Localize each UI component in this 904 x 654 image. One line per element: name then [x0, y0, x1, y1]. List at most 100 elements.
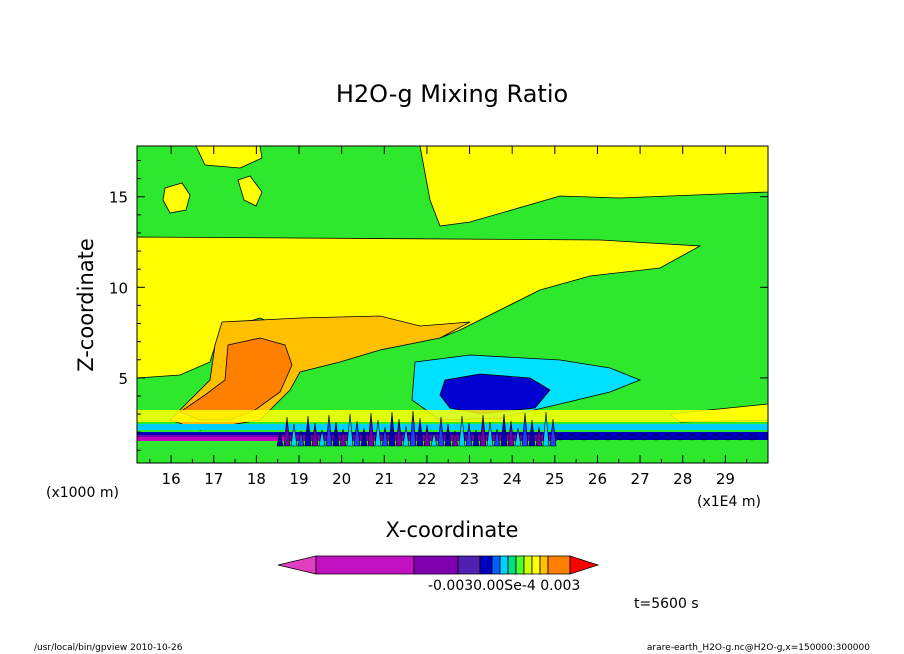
contour-lowlevel-cyan	[137, 424, 768, 430]
contour-cell	[663, 433, 673, 441]
x-tick-label-3: 19	[289, 470, 308, 488]
x-tick-label-6: 22	[417, 470, 436, 488]
contour-spike	[514, 427, 522, 447]
contour-spike	[500, 413, 508, 447]
contour-lowlevel-magenta	[137, 437, 287, 441]
contour-spike	[381, 426, 389, 447]
contour-yellow-blob-1	[195, 146, 263, 169]
contour-cell	[615, 433, 625, 441]
contour-spike	[353, 420, 361, 447]
footer-right: arare-earth_H2O-g.nc@H2O-g,x=150000:3000…	[647, 643, 870, 653]
contour-spike	[444, 423, 452, 447]
contour-yellow-upper-right	[419, 146, 768, 227]
contour-spike	[297, 430, 305, 447]
contour-spike	[276, 431, 284, 447]
x-tick-label-13: 29	[716, 470, 735, 488]
contour-cell	[555, 433, 565, 441]
contour-spike	[374, 419, 382, 447]
x-tick-label-7: 23	[460, 470, 479, 488]
colorbar-swatch-5	[491, 555, 501, 575]
contour-spike	[423, 424, 431, 447]
x-tick-label-4: 20	[332, 470, 351, 488]
contour-spike	[479, 414, 487, 447]
contour-spike	[430, 431, 438, 447]
contour-spike	[451, 430, 459, 447]
contour-spike	[465, 422, 473, 447]
contour-spike	[395, 418, 403, 447]
x-unit-label: (x1E4 m)	[697, 494, 761, 510]
y-axis-title: Z-coordinate	[74, 238, 98, 372]
contour-spike	[535, 426, 543, 447]
x-tick-label-9: 25	[545, 470, 564, 488]
contour-cell	[723, 433, 733, 441]
contour-spike	[402, 425, 410, 447]
colorbar-swatch-13	[569, 555, 600, 575]
contour-spike	[409, 410, 417, 447]
colorbar-swatch-2	[413, 555, 459, 575]
contour-spike	[507, 420, 515, 447]
contour-lowlevel-yellow	[137, 410, 768, 422]
time-label: t=5600 s	[634, 596, 699, 612]
contour-spike	[521, 412, 529, 447]
contour-spike	[458, 415, 466, 447]
plot-frame	[136, 145, 769, 464]
contour-oscillations	[276, 410, 757, 447]
x-tick-label-1: 17	[204, 470, 223, 488]
footer-left: /usr/local/bin/gpview 2010-10-26	[34, 643, 183, 653]
x-tick-label-10: 26	[588, 470, 607, 488]
colorbar-swatch-7	[507, 555, 517, 575]
contour-spike	[325, 414, 333, 447]
colorbar-swatch-11	[539, 555, 549, 575]
x-axis: 16 17 18 19 20 21 22 23 24 25 26 27 28 29	[149, 146, 748, 488]
colorbar-swatch-0	[277, 555, 317, 575]
chart-title: H2O-g Mixing Ratio	[336, 80, 568, 108]
contour-cell	[699, 433, 709, 441]
contour-spike	[416, 417, 424, 447]
contour-lowlevel-purple	[137, 435, 557, 441]
colorbar	[277, 555, 600, 575]
contour-lowlevel-green	[137, 444, 768, 463]
contour-spike	[388, 411, 396, 447]
y-unit-label: (x1000 m)	[46, 485, 119, 501]
contour-spike	[472, 429, 480, 447]
contour-spike	[367, 412, 375, 447]
contour-cell	[627, 433, 637, 441]
contour-cell	[567, 433, 577, 441]
contour-cell	[603, 433, 613, 441]
contour-cell	[579, 433, 589, 441]
contour-spike	[339, 428, 347, 447]
contour-cell	[687, 433, 697, 441]
contour-spike	[346, 413, 354, 447]
contour-cell	[639, 433, 649, 441]
colorbar-labels: -0.0030.00Se-4 0.003	[428, 578, 580, 594]
y-tick-label-2: 15	[109, 189, 128, 207]
contour-cell	[735, 433, 745, 441]
contour-spike	[542, 411, 550, 447]
contour-spike	[304, 415, 312, 447]
contour-cell	[711, 433, 721, 441]
contour-cell	[651, 433, 661, 441]
contour-spike	[311, 422, 319, 447]
y-tick-label-0: 5	[118, 370, 128, 388]
colorbar-swatch-10	[531, 555, 541, 575]
x-tick-label-5: 21	[375, 470, 394, 488]
x-tick-label-8: 24	[503, 470, 522, 488]
y-axis: 5 10 15	[109, 159, 768, 451]
colorbar-swatch-8	[515, 555, 525, 575]
contour-yellow-blob-2	[162, 182, 191, 214]
colorbar-swatch-12	[547, 555, 571, 575]
colorbar-swatch-1	[315, 555, 415, 575]
contour-yellow-blob-3	[237, 175, 263, 207]
contour-spike	[283, 416, 291, 447]
contour-cell	[747, 433, 757, 441]
y-tick-label-1: 10	[109, 279, 128, 297]
contour-cell	[591, 433, 601, 441]
contour-spike	[437, 416, 445, 447]
x-tick-label-2: 18	[247, 470, 266, 488]
colorbar-swatch-9	[523, 555, 533, 575]
contour-spike	[318, 429, 326, 447]
contour-cell	[675, 433, 685, 441]
contour-plot-area	[137, 146, 768, 463]
contour-blue	[439, 373, 551, 415]
